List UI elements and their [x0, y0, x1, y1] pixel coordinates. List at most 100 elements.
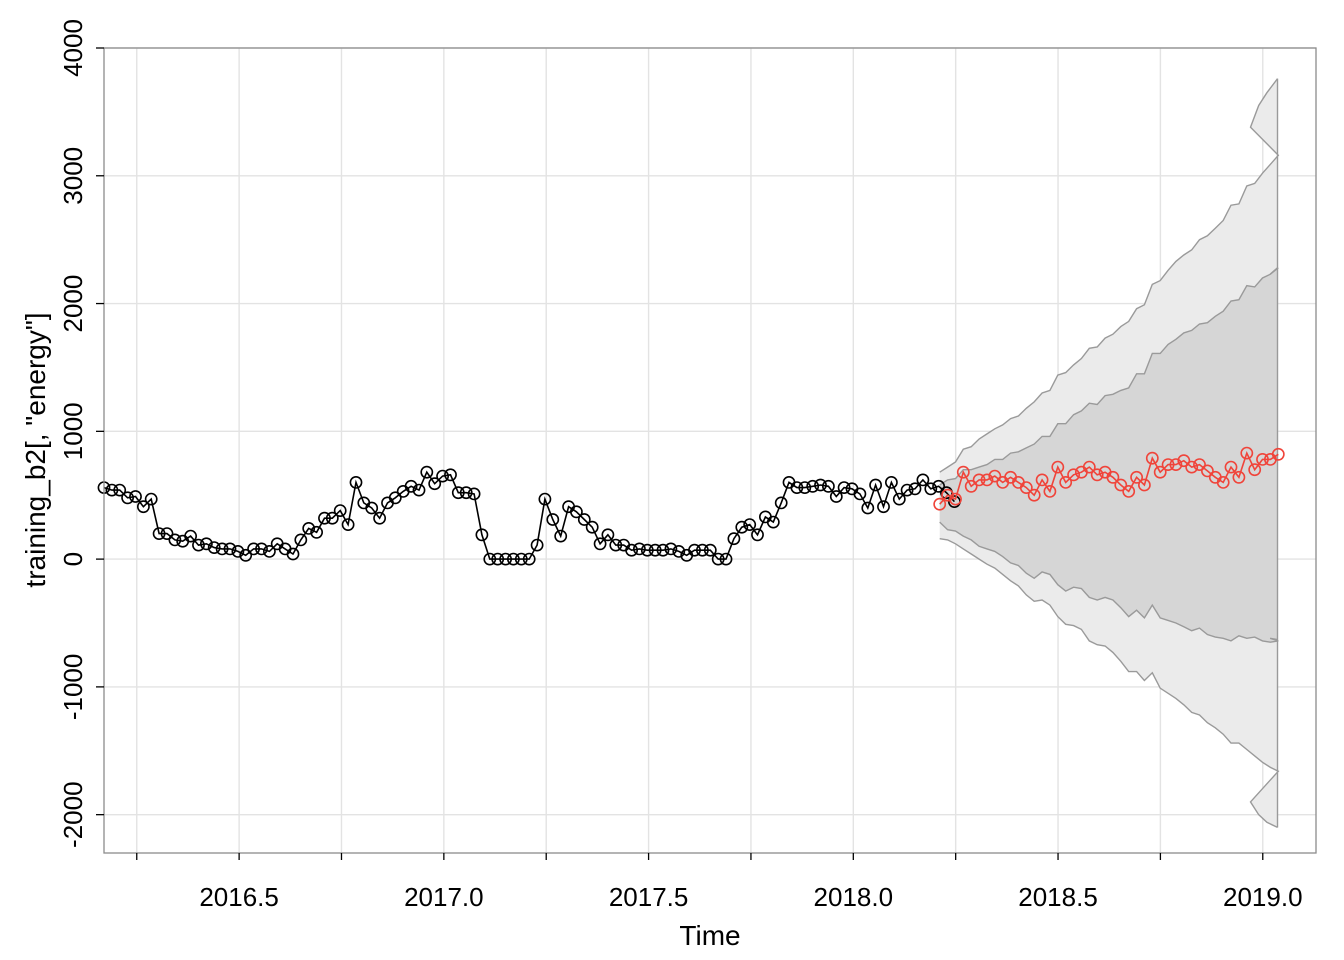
forecast-point	[1177, 454, 1191, 468]
observed-point	[184, 529, 197, 543]
observed-point	[869, 478, 882, 492]
observed-point	[570, 505, 583, 519]
observed-point	[577, 513, 591, 526]
observed-point	[483, 552, 497, 566]
forecast-line	[939, 450, 1279, 505]
observed-point	[932, 479, 945, 493]
observed-point	[199, 537, 213, 551]
observed-point	[451, 486, 465, 500]
observed-point	[121, 491, 134, 505]
y-axis-title: training_b2[, "energy"]	[20, 312, 51, 587]
forecast-point	[972, 473, 986, 487]
x-tick-label: 2018.5	[1018, 882, 1098, 912]
forecast-point	[956, 465, 970, 479]
observed-point	[522, 552, 536, 566]
observed-point	[168, 533, 182, 547]
y-tick-label: 0	[58, 552, 88, 566]
forecast-point	[941, 488, 954, 502]
observed-point	[113, 483, 127, 497]
band-80-upper-edge	[939, 267, 1279, 486]
observed-point	[916, 473, 930, 487]
observed-point	[160, 527, 174, 540]
forecast-point	[1169, 458, 1183, 471]
observed-point	[688, 543, 701, 557]
forecast-point	[1090, 468, 1104, 482]
observed-point	[341, 518, 355, 531]
observed-point	[609, 538, 623, 552]
observed-point	[255, 542, 268, 556]
observed-point	[215, 542, 229, 556]
observed-point	[207, 541, 221, 554]
forecast-point	[1122, 484, 1136, 498]
observed-point	[885, 475, 898, 489]
observed-point	[538, 492, 552, 506]
observed-point	[727, 532, 741, 546]
forecast-point	[1138, 478, 1151, 492]
prediction-intervals	[939, 78, 1280, 829]
observed-point	[601, 528, 615, 542]
observed-point	[144, 492, 158, 506]
forecast-point	[1161, 458, 1175, 471]
axes: 2016.5 2017.0 2017.5 2018.0 2018.5 2019.0 -200…	[58, 19, 1303, 912]
forecast-point	[1240, 446, 1254, 460]
observed-point	[593, 537, 607, 551]
forecast-point	[1035, 473, 1049, 487]
observed-point	[223, 542, 237, 556]
observed-point	[633, 542, 646, 556]
forecast-point	[1193, 458, 1206, 471]
y-tick-label: 4000	[58, 19, 88, 77]
observed-point	[664, 542, 678, 556]
observed-point	[239, 548, 253, 562]
forecast-point	[1059, 475, 1073, 489]
x-tick-label: 2016.5	[199, 882, 279, 912]
observed-point	[837, 481, 851, 494]
x-tick-label: 2017.5	[609, 882, 689, 912]
observed-point	[751, 528, 764, 542]
forecast-point	[964, 479, 978, 493]
observed-point	[806, 479, 820, 493]
observed-point	[672, 545, 686, 558]
forecast-point	[1067, 468, 1080, 482]
observed-point	[822, 479, 835, 493]
observed-point	[735, 520, 749, 534]
observed-point	[900, 483, 914, 497]
band-80-lower-edge	[939, 521, 1279, 643]
y-tick-label: -2000	[58, 781, 88, 848]
observed-point	[766, 515, 780, 529]
observed-point	[310, 525, 323, 539]
observed-point	[877, 500, 890, 514]
observed-point	[491, 552, 505, 566]
observed-point	[743, 518, 757, 531]
observed-point	[404, 479, 418, 493]
forecast-point	[980, 473, 994, 487]
band-95-upper-edge	[939, 78, 1280, 473]
observed-point	[436, 469, 449, 483]
observed-point	[814, 478, 827, 492]
observed-point	[908, 482, 922, 496]
forecast-point	[1256, 452, 1269, 466]
observed-point	[924, 482, 938, 496]
x-axis-title: Time	[679, 920, 740, 951]
y-tick-label: 1000	[58, 402, 88, 460]
y-tick-label: -1000	[58, 654, 88, 721]
observed-point	[853, 487, 867, 501]
forecast-point	[1232, 470, 1246, 484]
y-tick-label: 3000	[58, 147, 88, 205]
observed-point	[286, 547, 300, 561]
forecast-point	[1216, 475, 1230, 489]
observed-point	[388, 491, 402, 505]
observed-point	[507, 552, 520, 566]
observed-point	[420, 465, 434, 479]
plot-frame	[103, 47, 1317, 854]
forecast-point	[1224, 460, 1238, 474]
forecast-point	[988, 469, 1002, 483]
forecast-point	[1027, 488, 1041, 502]
forecast-point	[1082, 460, 1096, 474]
forecast-point	[1248, 463, 1262, 477]
forecast-point	[1019, 481, 1033, 494]
forecast-point	[1201, 464, 1214, 478]
observed-point	[294, 533, 308, 547]
forecast-point	[1185, 460, 1199, 474]
observed-point	[829, 490, 843, 503]
